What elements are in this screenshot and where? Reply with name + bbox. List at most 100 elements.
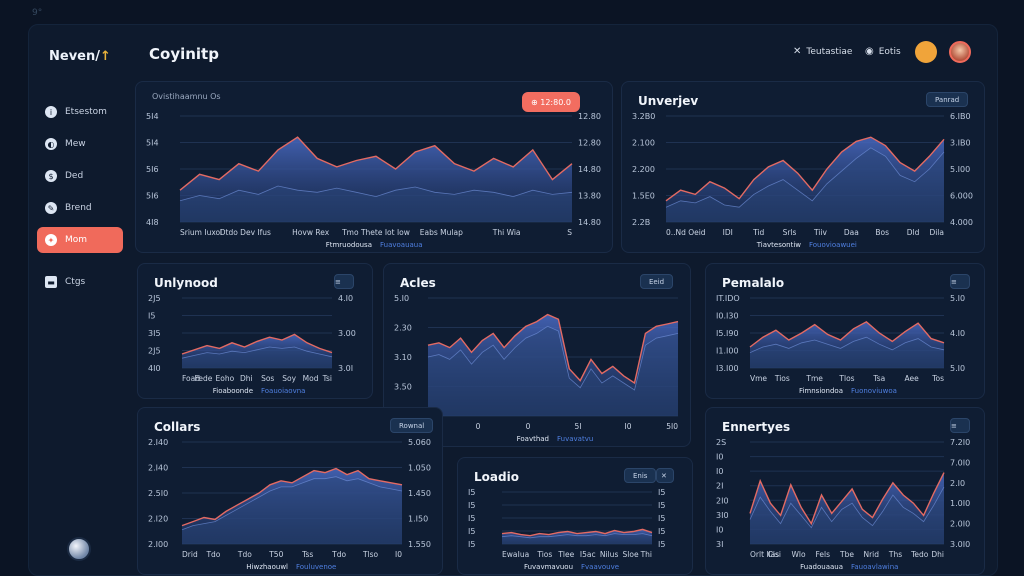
y-tick-label: 2.30	[394, 324, 412, 333]
menu-badge[interactable]: ≡	[950, 418, 970, 433]
card-title: Collars	[154, 420, 201, 434]
y-tick-label: 5.I0	[394, 294, 409, 303]
globe-icon[interactable]	[67, 537, 91, 561]
x-tick-label: Tid	[752, 228, 764, 237]
sidebar-item-mom[interactable]: ✦ Mom	[37, 227, 123, 253]
y-tick-label: 2.100	[632, 139, 655, 148]
line-series-2	[181, 346, 333, 359]
card-title: Unverjev	[638, 94, 699, 108]
y-right-tick-label: 1.450	[408, 489, 431, 498]
x-tick-label: I0	[625, 422, 632, 431]
y-right-tick-label: I5	[658, 514, 665, 523]
area-series-2	[180, 186, 572, 222]
y-right-tick-label: 1.I50	[408, 515, 428, 524]
alert-badge[interactable]: ⊕ 12:80.0	[522, 92, 580, 112]
y-right-tick-label: 4.000	[950, 218, 973, 227]
x-tick-label: Ths	[888, 550, 902, 559]
period-badge[interactable]: Enis	[624, 468, 657, 483]
menu-badge[interactable]: ≡	[950, 274, 970, 289]
card-unverjev: Unverjev Panrad 3.2B0 2.100 2.200 1.5E0 2.2B…	[621, 81, 985, 253]
x-tick-label: Vme	[750, 374, 767, 383]
x-tick-label: Tsa	[872, 374, 885, 383]
line-series-2	[749, 336, 945, 353]
sidebar-item-label: Mom	[65, 235, 88, 245]
x-tick-label: Eoho	[216, 374, 235, 383]
y-tick-label: 5I4	[146, 112, 159, 121]
y-tick-label: 5I6	[146, 192, 159, 201]
y-tick-label: I5	[468, 540, 475, 549]
y-tick-label: I3.I00	[716, 364, 739, 373]
chart-loadio: I5 I5 I5 I5 I5 I5 I5 I5 I5 I5 Ewa Iua Tios Tlee I5ac Ni…	[468, 488, 665, 571]
y-right-tick-label: 12.80	[578, 112, 601, 121]
logo-mark-icon: ↑	[100, 49, 111, 64]
line-series-2	[749, 486, 945, 529]
user-avatar[interactable]	[949, 41, 971, 63]
x-tick-label: Tios	[536, 550, 552, 559]
chart-collars: 2.I40 2.I40 2.5I0 2.I20 2.I00 5.060 1.050 1.450…	[148, 438, 431, 571]
y-tick-label: I5	[468, 488, 475, 497]
sidebar-item-etsestom[interactable]: i Etsestom	[37, 99, 123, 125]
line-series-2	[427, 325, 679, 391]
bars-icon: ≡	[335, 277, 341, 286]
x-tick-label: Tedo	[910, 550, 929, 559]
y-tick-label: I0	[716, 453, 723, 462]
y-right-tick-label: I5	[658, 501, 665, 510]
period-badge[interactable]: Panrad	[926, 92, 969, 107]
y-tick-label: I5	[468, 501, 475, 510]
legend-entry: Fuonoviuwoa	[851, 387, 897, 395]
sidebar-item-ded[interactable]: $ Ded	[37, 163, 123, 189]
y-tick-label: 2J5	[148, 347, 161, 356]
x-tick-label: Bos	[875, 228, 889, 237]
x-tick-label: Oeid	[688, 228, 706, 237]
area-series-2	[182, 347, 332, 368]
x-tick-label: Thi	[640, 550, 652, 559]
sidebar-item-ctgs[interactable]: ▬ Ctgs	[37, 269, 123, 295]
dollar-icon: $	[45, 170, 57, 182]
y-tick-label: 2.2B	[632, 218, 650, 227]
x-tick-label: IDI	[723, 228, 733, 237]
y-right-tick-label: 14.80	[578, 218, 601, 227]
corner-mark: 9°	[32, 8, 43, 18]
sidebar-item-mew[interactable]: ◐ Mew	[37, 131, 123, 157]
notification-avatar[interactable]	[915, 41, 937, 63]
menu-badge[interactable]: ≡	[334, 274, 354, 289]
card-title: Loadio	[474, 470, 519, 484]
legend-entry: Fvaavouve	[581, 563, 619, 571]
y-right-tick-label: 5.I00	[950, 165, 970, 174]
header-action-teutastiae[interactable]: ✕ Teutastiae	[793, 46, 853, 57]
area-series-2	[182, 476, 402, 544]
legend-entry: Fouluvenoe	[296, 563, 336, 571]
legend-entry: Foavthad	[517, 435, 549, 443]
y-tick-label: 3I0	[716, 511, 729, 520]
sidebar: Neven/↑ i Etsestom ◐ Mew $ Ded ✎ Brend ✦ Mom …	[29, 25, 129, 575]
y-right-tick-label: 1.550	[408, 540, 431, 549]
y-right-tick-label: 3.00	[338, 329, 356, 338]
x-tick-label: Aee	[905, 374, 920, 383]
card-subtitle: Ovistihaamnu Os	[152, 92, 221, 101]
y-right-tick-label: 2.0I0	[950, 520, 970, 529]
period-badge[interactable]: Eeid	[640, 274, 674, 289]
legend-entry: Fimnsiondoa	[799, 387, 843, 395]
y-right-tick-label: 7.0I0	[950, 458, 970, 467]
close-badge[interactable]: ✕	[656, 468, 674, 483]
circle-icon: ◉	[865, 46, 874, 57]
x-tick-label: I5ac	[580, 550, 596, 559]
line-series-1	[749, 472, 945, 526]
header-action-eotis[interactable]: ◉ Eotis	[865, 46, 901, 57]
x-tick-label: Sos	[261, 374, 274, 383]
x-tick-label: 5I	[575, 422, 582, 431]
area-series-2	[502, 533, 652, 544]
logo[interactable]: Neven/↑	[49, 49, 111, 64]
legend-entry: Tiavtesontiw	[756, 241, 802, 249]
y-right-tick-label: 5.I0	[950, 364, 965, 373]
card-title: Acles	[400, 276, 436, 290]
info-icon: i	[45, 106, 57, 118]
y-tick-label: 3.2B0	[632, 112, 655, 121]
x-tick-label: Tos	[931, 374, 944, 383]
x-tick-label: 0	[526, 422, 531, 431]
period-badge[interactable]: Rownal	[390, 418, 434, 433]
sidebar-item-label: Mew	[65, 139, 86, 149]
line-series-1	[181, 467, 403, 527]
x-tick-label: 5I0	[666, 422, 678, 431]
sidebar-item-brend[interactable]: ✎ Brend	[37, 195, 123, 221]
